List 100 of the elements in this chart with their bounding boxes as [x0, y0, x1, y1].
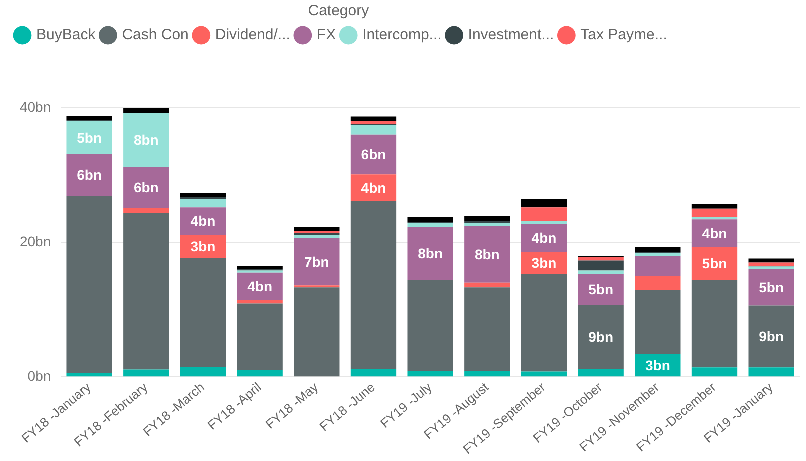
- bar: [180, 199, 226, 208]
- bar: [635, 253, 681, 256]
- bar: [66, 154, 112, 196]
- bar: [66, 116, 112, 120]
- data-label: 3bn: [190, 238, 216, 254]
- bar: [578, 270, 624, 274]
- bar: [692, 208, 738, 217]
- legend-label: BuyBack: [36, 26, 96, 44]
- data-label: 7bn: [304, 254, 330, 270]
- bar: [180, 367, 226, 377]
- legend-title: Category: [308, 2, 370, 20]
- bar: [635, 290, 681, 354]
- bar: [237, 266, 283, 270]
- bar: [350, 202, 397, 370]
- y-tick-label: 0bn: [28, 368, 52, 384]
- bar: [294, 235, 340, 239]
- bar: [124, 108, 170, 114]
- data-label: 9bn: [759, 328, 784, 345]
- bar: [408, 223, 454, 228]
- bar: [294, 238, 340, 286]
- bar: [692, 280, 738, 368]
- legend-label: Cash Con: [122, 26, 189, 44]
- bar: [521, 221, 568, 224]
- data-label: 8bn: [474, 246, 500, 263]
- bar: [464, 226, 510, 283]
- bar: [408, 216, 454, 222]
- bar: [464, 288, 510, 372]
- bar: [350, 134, 397, 175]
- bar: [237, 370, 283, 377]
- bar: [692, 220, 738, 248]
- bar: [521, 274, 568, 372]
- bar: [408, 227, 454, 280]
- bar: [66, 373, 112, 377]
- bar: [350, 369, 397, 377]
- bar: [578, 274, 624, 306]
- bar: [692, 368, 738, 377]
- bar: [521, 199, 568, 208]
- bar: [237, 300, 283, 304]
- data-label: 4bn: [702, 225, 728, 242]
- legend-label: Dividend/...: [215, 26, 290, 44]
- bar: [408, 280, 454, 372]
- bar: [180, 258, 226, 368]
- bar: [350, 121, 397, 124]
- bar: [521, 372, 568, 377]
- bar: [237, 304, 283, 370]
- legend-label: Intercomp...: [362, 26, 442, 44]
- bar: [635, 276, 681, 290]
- bar: [350, 125, 397, 135]
- bar: [124, 167, 170, 208]
- bar: [124, 370, 170, 377]
- bar: [748, 266, 794, 270]
- bar: [464, 216, 510, 222]
- y-tick-label: 20bn: [20, 233, 52, 250]
- legend-label: FX: [316, 26, 336, 44]
- data-label: 3bn: [645, 357, 670, 374]
- data-label: 5bn: [77, 130, 102, 146]
- bar: [692, 204, 738, 209]
- bar: [748, 368, 794, 377]
- legend-label: Investment...: [468, 26, 554, 44]
- data-label: 9bn: [588, 328, 614, 345]
- bar: [635, 247, 681, 252]
- bar: [464, 371, 510, 377]
- bar: [578, 305, 624, 370]
- bar: [748, 262, 794, 266]
- bar: [180, 193, 226, 198]
- data-label: 5bn: [702, 256, 728, 272]
- bar: [408, 371, 454, 377]
- bar: [294, 227, 340, 232]
- bar: [748, 258, 794, 263]
- bar: [124, 212, 170, 370]
- data-label: 8bn: [418, 246, 444, 262]
- bar: [692, 216, 738, 220]
- bar: [124, 113, 170, 168]
- legend-label: Tax Payme...: [580, 26, 668, 44]
- bar: [635, 256, 681, 276]
- data-label: 6bn: [77, 167, 102, 184]
- data-label: 3bn: [532, 254, 557, 271]
- data-label: 4bn: [532, 230, 557, 246]
- data-label: 4bn: [361, 180, 386, 196]
- bar: [578, 257, 624, 261]
- data-label: 6bn: [361, 146, 386, 163]
- data-label: 4bn: [190, 213, 216, 230]
- bar: [66, 121, 112, 154]
- bar: [464, 282, 510, 288]
- data-label: 5bn: [588, 282, 614, 298]
- bar: [124, 208, 170, 213]
- bar: [66, 196, 112, 374]
- bar: [294, 288, 340, 377]
- bar: [578, 369, 624, 377]
- y-tick-label: 40bn: [20, 98, 52, 115]
- bar: [464, 223, 510, 226]
- bar: [748, 269, 794, 306]
- bar: [748, 306, 794, 368]
- bar: [521, 208, 568, 222]
- data-label: 6bn: [134, 180, 159, 196]
- data-label: 8bn: [134, 132, 159, 148]
- data-label: 5bn: [759, 279, 784, 296]
- bar: [350, 116, 397, 122]
- data-label: 4bn: [248, 278, 273, 294]
- bar: [578, 260, 624, 271]
